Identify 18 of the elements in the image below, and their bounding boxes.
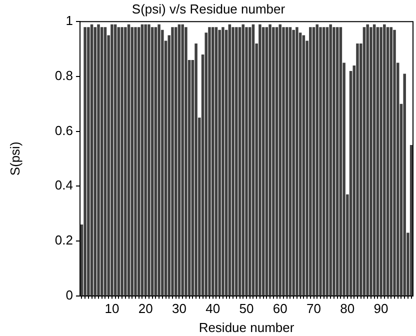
x-tick-label: 60 xyxy=(272,301,288,316)
y-tick-label: 1 xyxy=(66,13,73,28)
y-tick-label: 0.2 xyxy=(54,232,73,248)
x-axis-title: Residue number xyxy=(198,320,295,335)
x-tick-label: 70 xyxy=(306,301,322,316)
x-tick-label: 20 xyxy=(138,301,153,316)
y-axis-title: S(psi) xyxy=(7,142,22,176)
y-tick-label: 0.6 xyxy=(54,122,73,138)
x-tick-label: 90 xyxy=(374,301,388,316)
x-tick-label: 50 xyxy=(239,301,254,316)
chart-title: S(psi) v/s Residue number xyxy=(132,1,286,16)
x-tick-label: 10 xyxy=(104,301,120,316)
x-tick-label: 30 xyxy=(172,301,186,316)
y-tick-label: 0.4 xyxy=(54,178,73,193)
y-tick-label: 0 xyxy=(66,287,73,302)
x-tick-label: 80 xyxy=(340,301,355,316)
x-tick-label: 40 xyxy=(206,301,220,316)
y-tick-label: 0.8 xyxy=(54,68,73,84)
